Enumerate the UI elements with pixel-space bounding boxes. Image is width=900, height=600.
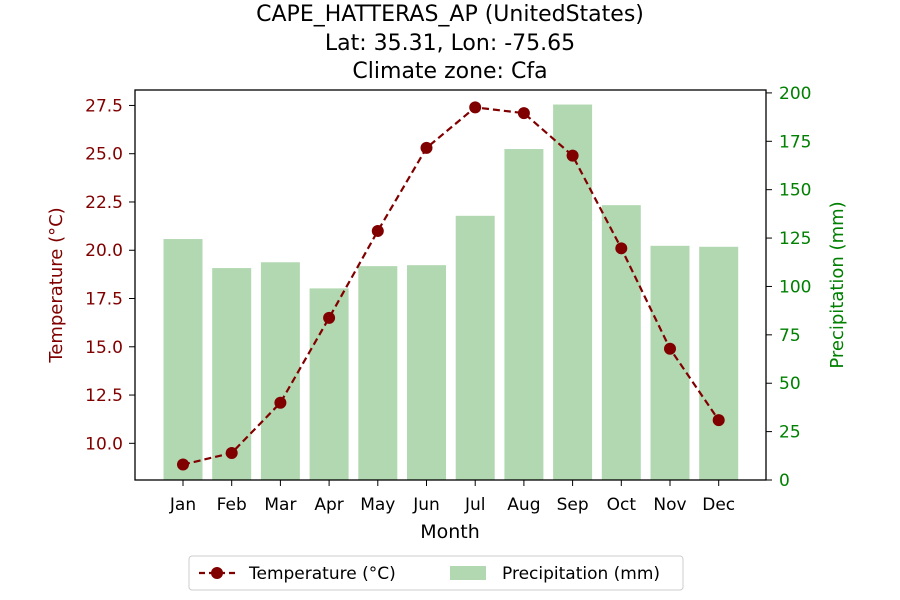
temperature-point-jul xyxy=(469,101,482,114)
x-tick-label: Mar xyxy=(264,495,296,515)
temperature-point-jun xyxy=(420,141,433,154)
precipitation-bar-dec xyxy=(699,246,739,480)
temperature-series-line xyxy=(182,106,720,466)
precipitation-bars xyxy=(163,104,739,481)
right-tick-label: 200 xyxy=(779,84,811,104)
left-tick-label: 25.0 xyxy=(85,145,123,165)
right-tick-label: 50 xyxy=(779,374,801,394)
x-tick-label: Feb xyxy=(217,495,247,515)
x-tick-label: Dec xyxy=(702,495,735,515)
precipitation-bar-jul xyxy=(455,215,495,480)
right-tick-label: 100 xyxy=(779,277,811,297)
right-tick-label: 25 xyxy=(779,423,801,443)
x-axis-months: Jan Feb Mar Apr May Jun Jul Aug Sep Oct Nov Dec xyxy=(169,480,735,515)
precipitation-bar-feb xyxy=(212,268,252,480)
legend-precipitation-label: Precipitation (mm) xyxy=(502,564,660,584)
plot-frame xyxy=(134,89,767,481)
chart-title-line-3: Climate zone: Cfa xyxy=(352,59,547,84)
legend-precipitation-swatch-icon xyxy=(450,566,486,580)
x-tick-label: Jul xyxy=(464,495,486,515)
x-tick-label: Jun xyxy=(412,495,440,515)
x-tick-label: Aug xyxy=(507,495,540,515)
x-tick-label: Jan xyxy=(169,495,196,515)
right-tick-label: 0 xyxy=(779,471,790,491)
legend-temperature-label: Temperature (°C) xyxy=(248,564,396,584)
right-tick-label: 75 xyxy=(779,326,801,346)
chart-title-line-2: Lat: 35.31, Lon: -75.65 xyxy=(325,31,575,56)
y-axis-label-temperature: Temperature (°C) xyxy=(46,207,67,363)
precipitation-bar-jan xyxy=(163,239,203,480)
left-tick-label: 12.5 xyxy=(85,386,123,406)
right-tick-label: 175 xyxy=(779,132,811,152)
y-axis-label-precipitation: Precipitation (mm) xyxy=(827,201,848,368)
chart-title-line-1: CAPE_HATTERAS_AP (UnitedStates) xyxy=(256,2,644,27)
x-axis-label: Month xyxy=(420,521,480,543)
left-tick-label: 10.0 xyxy=(85,434,123,454)
temperature-point-nov xyxy=(664,342,676,355)
x-tick-label: Apr xyxy=(314,495,343,515)
temperature-point-apr xyxy=(323,311,336,324)
precipitation-bar-aug xyxy=(504,149,544,480)
legend-temperature-marker-icon xyxy=(211,567,223,579)
temperature-point-aug xyxy=(517,107,530,120)
precipitation-bar-may xyxy=(358,266,398,480)
temperature-point-feb xyxy=(225,446,238,459)
temperature-point-oct xyxy=(615,242,628,255)
legend: Temperature (°C) Precipitation (mm) xyxy=(188,555,684,591)
right-tick-label: 150 xyxy=(779,181,811,201)
left-tick-label: 27.5 xyxy=(85,96,123,116)
x-tick-label: Nov xyxy=(653,495,686,515)
precipitation-bar-sep xyxy=(553,104,593,481)
temperature-point-mar xyxy=(274,396,287,409)
temperature-point-dec xyxy=(712,414,725,427)
temperature-point-may xyxy=(371,224,384,237)
precipitation-bar-mar xyxy=(260,262,300,480)
precipitation-bar-jun xyxy=(407,265,446,480)
left-tick-label: 17.5 xyxy=(85,290,123,310)
right-tick-label: 125 xyxy=(779,229,811,249)
temperature-point-sep xyxy=(566,149,579,162)
temperature-point-jan xyxy=(177,458,189,471)
left-tick-label: 20.0 xyxy=(85,241,123,261)
right-axis-precipitation: 0 25 50 75 100 125 150 175 200 xyxy=(766,84,811,491)
left-tick-label: 22.5 xyxy=(85,193,123,213)
temperature-line xyxy=(177,101,725,471)
x-tick-label: Oct xyxy=(607,495,637,515)
legend-box xyxy=(188,555,684,591)
left-axis-temperature: 10.0 12.5 15.0 17.5 20.0 22.5 25.0 27.5 xyxy=(85,96,135,454)
x-tick-label: Sep xyxy=(557,495,589,515)
x-tick-label: May xyxy=(360,495,395,515)
precipitation-bar-nov xyxy=(650,245,690,480)
left-tick-label: 15.0 xyxy=(85,338,123,358)
